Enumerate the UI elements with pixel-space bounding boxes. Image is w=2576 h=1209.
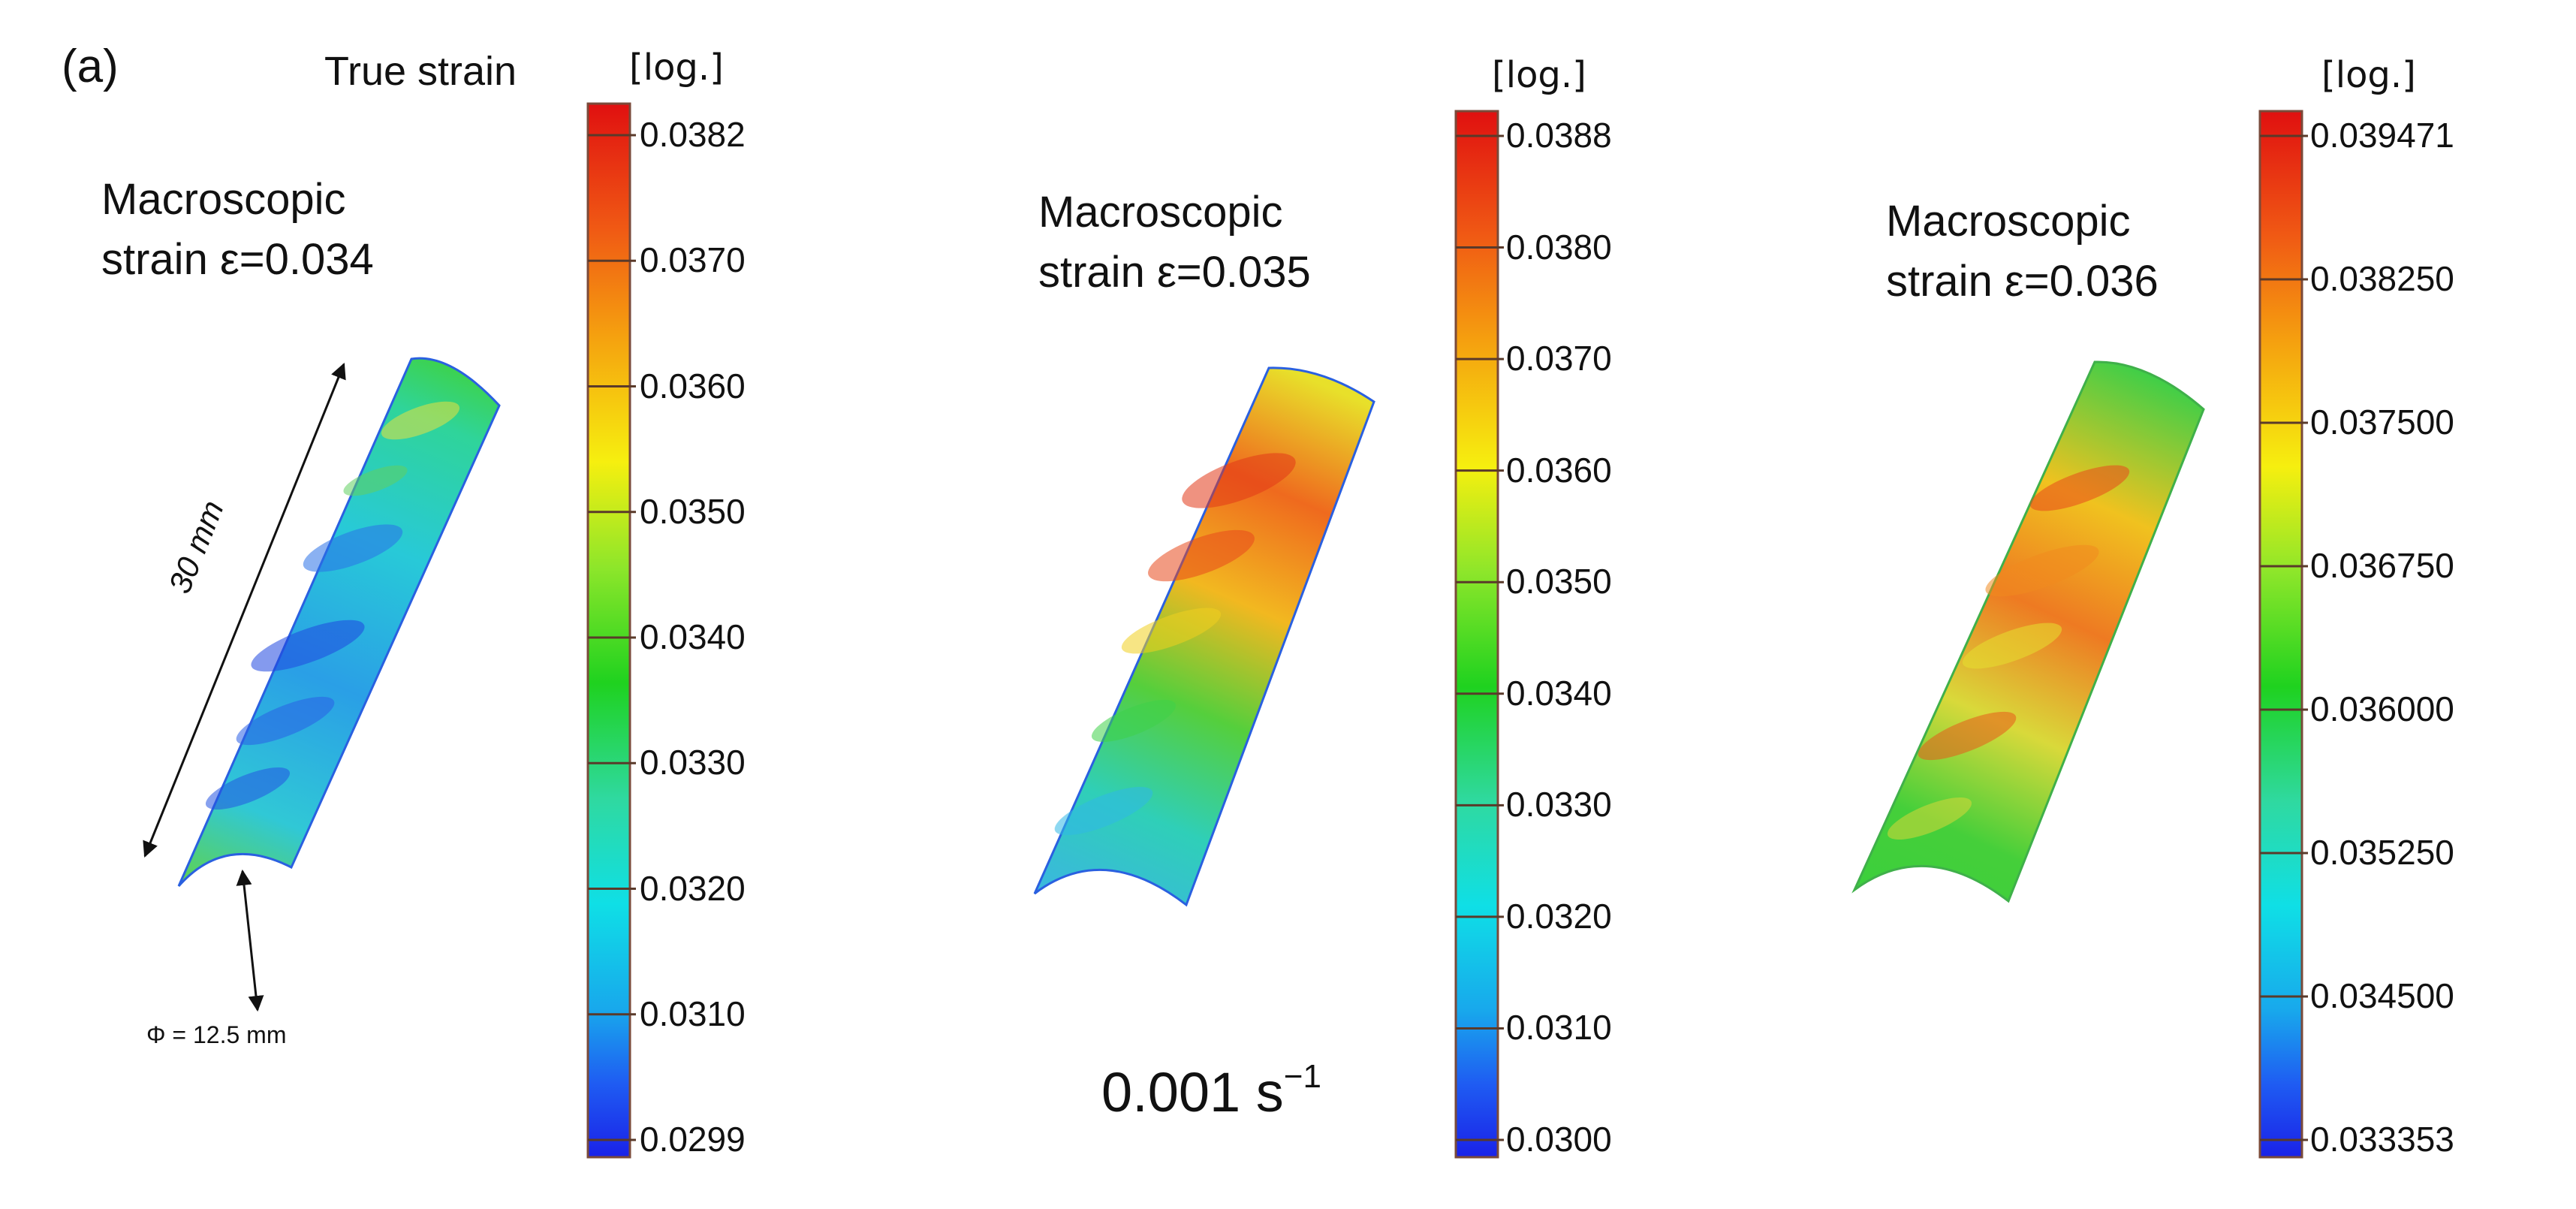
- colorbar-1-tick-label: 0.0340: [640, 617, 746, 656]
- colorbar-3-tick-label: 0.039471: [2310, 116, 2454, 155]
- colorbar-2-tick-label: 0.0300: [1506, 1120, 1612, 1159]
- specimen-2-surface: [1033, 366, 1375, 907]
- colorbar-2-tick-label: 0.0340: [1506, 673, 1612, 713]
- colorbar-2-tick-label: 0.0370: [1506, 339, 1612, 378]
- specimen-2-patches: [1054, 453, 1296, 836]
- specimen-3-patches: [1887, 465, 2130, 840]
- diameter-dimension: [236, 869, 264, 1012]
- colorbar-2-tick-label: 0.0310: [1506, 1008, 1612, 1048]
- colorbar-title: True strain: [324, 49, 517, 94]
- colorbar-3-bar: [2258, 110, 2303, 1159]
- colorbar-2: [1454, 110, 1504, 1159]
- colorbar-2-tick-label: 0.0360: [1506, 450, 1612, 490]
- strain-rate-exponent: −1: [1283, 1058, 1321, 1096]
- colorbar-2-tick-label: 0.0380: [1506, 227, 1612, 267]
- colorbar-1-tick-label: 0.0320: [640, 868, 746, 908]
- colorbar-3-tick-label: 0.037500: [2310, 402, 2454, 442]
- colorbar-1: [586, 102, 636, 1159]
- colorbar-1-tick-label: 0.0370: [640, 240, 746, 280]
- colorbar-2-tick-label: 0.0320: [1506, 896, 1612, 936]
- colorbar-3-unit: [log.]: [2321, 54, 2416, 96]
- macroscopic-strain-3: Macroscopic strain ε=0.036: [1886, 197, 2159, 306]
- colorbar-2-unit: [log.]: [1492, 54, 1586, 96]
- macroscopic-strain-2: Macroscopic strain ε=0.035: [1038, 188, 1311, 297]
- specimen-2: [1033, 366, 1375, 907]
- panel-label: (a): [62, 41, 119, 92]
- colorbar-3-tick-label: 0.036000: [2310, 689, 2454, 728]
- strain-rate-value: 0.001 s: [1101, 1061, 1284, 1123]
- colorbar-3-tick-label: 0.034500: [2310, 976, 2454, 1015]
- diameter-arrow: [236, 869, 264, 1012]
- colorbar-1-tick-label: 0.0330: [640, 743, 746, 782]
- colorbar-1-tick-label: 0.0382: [640, 115, 746, 154]
- colorbar-3-tick-label: 0.038250: [2310, 259, 2454, 298]
- colorbar-1-tick-label: 0.0350: [640, 491, 746, 531]
- colorbar-2-tick-label: 0.0388: [1506, 116, 1612, 155]
- length-arrow: [143, 363, 346, 858]
- colorbar-2-tick-label: 0.0350: [1506, 562, 1612, 601]
- colorbar-3-tick-label: 0.033353: [2310, 1120, 2454, 1159]
- specimen-1: [177, 357, 501, 887]
- colorbar-3-tick-label: 0.036750: [2310, 546, 2454, 585]
- colorbar-1-tick-label: 0.0299: [640, 1120, 746, 1159]
- colorbar-2-bar: [1454, 110, 1499, 1159]
- specimen-3: [1851, 360, 2205, 903]
- colorbar-1-unit: [log.]: [629, 47, 724, 89]
- macroscopic-strain-1: Macroscopic strain ε=0.034: [101, 175, 374, 285]
- colorbar-1-tick-label: 0.0360: [640, 366, 746, 406]
- colorbar-1-tick-label: 0.0310: [640, 993, 746, 1033]
- colorbar-3-tick-label: 0.035250: [2310, 833, 2454, 872]
- colorbar-2-tick-label: 0.0330: [1506, 785, 1612, 825]
- strain-rate-label: 0.001 s−1: [1101, 1060, 1321, 1120]
- colorbar-1-bar: [586, 102, 631, 1159]
- diameter-label: Φ = 12.5 mm: [146, 1021, 287, 1048]
- colorbar-3: [2258, 110, 2308, 1159]
- length-dimension: [143, 363, 346, 858]
